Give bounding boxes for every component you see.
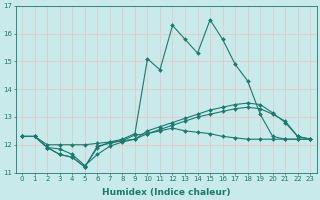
X-axis label: Humidex (Indice chaleur): Humidex (Indice chaleur)	[102, 188, 230, 197]
